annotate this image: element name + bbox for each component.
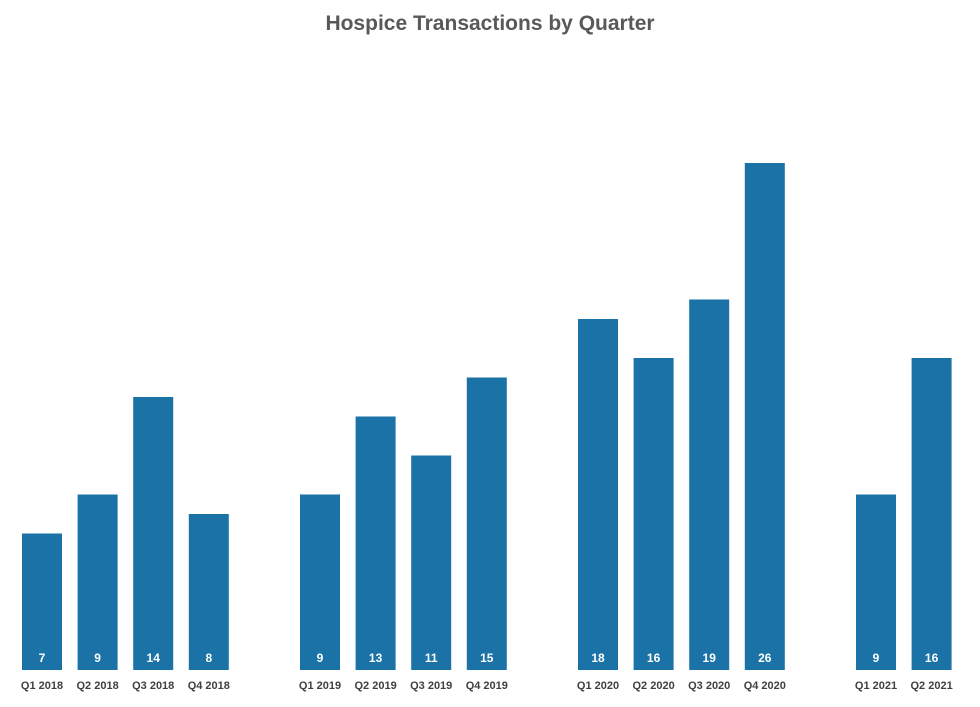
bar-q2-2019 [355, 416, 396, 670]
x-tick-label: Q1 2018 [21, 680, 63, 692]
x-tick-label: Q2 2020 [632, 680, 674, 692]
x-tick-label: Q2 2018 [76, 680, 118, 692]
data-label: 11 [425, 651, 438, 665]
bar-q3-2018 [133, 397, 174, 670]
data-label: 19 [703, 651, 717, 665]
x-tick-label: Q1 2019 [299, 680, 341, 692]
x-axis-tick-labels: Q1 2018 Q2 2018 Q3 2018 Q4 2018 Q1 2019 Q2 20… [21, 680, 953, 692]
x-tick-label: Q4 2019 [466, 680, 508, 692]
bar-q4-2019 [466, 377, 507, 670]
bar-q2-2021 [911, 358, 952, 670]
data-label: 9 [317, 651, 324, 665]
bar-q2-2018 [77, 494, 118, 670]
bar-q1-2021 [856, 494, 896, 670]
data-label: 15 [480, 651, 494, 665]
bar-q2-2020 [633, 358, 674, 670]
data-label: 13 [369, 651, 383, 665]
x-tick-label: Q3 2019 [410, 680, 452, 692]
bar-q1-2019 [300, 494, 340, 670]
bar-q1-2020 [578, 319, 618, 670]
data-labels: 7 9 14 8 9 13 11 15 18 16 19 26 9 16 [39, 651, 939, 665]
bar-q4-2020 [744, 163, 785, 670]
data-label: 8 [205, 651, 212, 665]
data-label: 9 [873, 651, 880, 665]
x-tick-label: Q1 2020 [577, 680, 619, 692]
data-label: 9 [94, 651, 101, 665]
data-label: 16 [925, 651, 939, 665]
x-tick-label: Q2 2019 [354, 680, 396, 692]
bar-q3-2020 [689, 299, 730, 670]
data-label: 26 [758, 651, 772, 665]
x-tick-label: Q3 2020 [688, 680, 730, 692]
bar-q3-2019 [411, 455, 452, 670]
x-tick-label: Q3 2018 [132, 680, 174, 692]
data-label: 16 [647, 651, 661, 665]
bar-q4-2018 [188, 514, 229, 670]
x-tick-label: Q1 2021 [855, 680, 897, 692]
data-label: 18 [591, 651, 605, 665]
x-tick-label: Q4 2018 [188, 680, 230, 692]
x-tick-label: Q4 2020 [744, 680, 786, 692]
bar-series [22, 163, 952, 670]
data-label: 7 [39, 651, 46, 665]
chart-title: Hospice Transactions by Quarter [325, 12, 655, 35]
bar-q1-2018 [22, 533, 62, 670]
data-label: 14 [147, 651, 161, 665]
x-tick-label: Q2 2021 [910, 680, 952, 692]
